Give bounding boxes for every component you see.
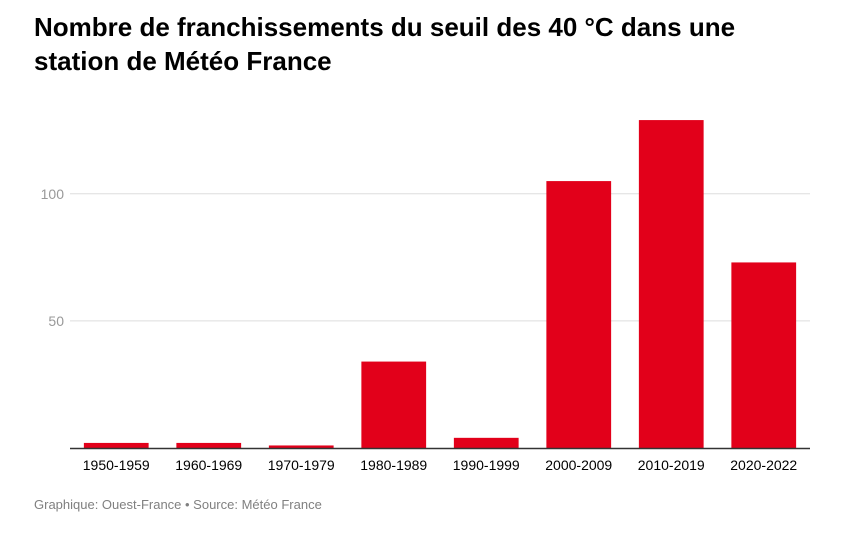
bar-1950-1959 [83, 442, 149, 448]
source-credit: Graphique: Ouest-France • Source: Météo … [34, 497, 322, 512]
x-tick-label: 1970-1979 [268, 457, 335, 473]
x-tick-label: 1960-1969 [175, 457, 242, 473]
bar-2020-2022 [731, 262, 797, 448]
x-tick-label: 1950-1959 [83, 457, 150, 473]
x-tick-label: 2010-2019 [638, 457, 705, 473]
x-tick-label: 1990-1999 [453, 457, 520, 473]
bar-2000-2009 [546, 181, 612, 448]
x-tick-label: 2000-2009 [545, 457, 612, 473]
y-tick-label: 100 [41, 186, 65, 202]
bar-1970-1979 [268, 445, 334, 448]
y-tick-label: 50 [48, 313, 64, 329]
bars [83, 120, 797, 448]
chart-title: Nombre de franchissements du seuil des 4… [34, 12, 736, 76]
bar-1960-1969 [176, 442, 242, 448]
bar-1990-1999 [453, 437, 519, 448]
x-tick-label: 1980-1989 [360, 457, 427, 473]
bar-2010-2019 [638, 120, 704, 448]
x-tick-label: 2020-2022 [730, 457, 797, 473]
bar-1980-1989 [361, 361, 427, 448]
tick-labels: 50 100 1950-1959 1960-1969 1970-1979 1980-198… [41, 186, 798, 473]
